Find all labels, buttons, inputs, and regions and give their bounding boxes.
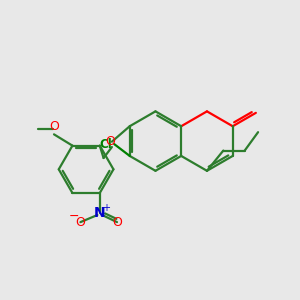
Text: O: O bbox=[76, 216, 85, 229]
Text: O: O bbox=[106, 135, 115, 148]
Text: Cl: Cl bbox=[99, 138, 112, 151]
Text: O: O bbox=[49, 120, 59, 133]
Text: +: + bbox=[102, 203, 110, 213]
Text: −: − bbox=[69, 210, 79, 223]
Text: N: N bbox=[94, 206, 106, 220]
Text: O: O bbox=[112, 216, 122, 229]
